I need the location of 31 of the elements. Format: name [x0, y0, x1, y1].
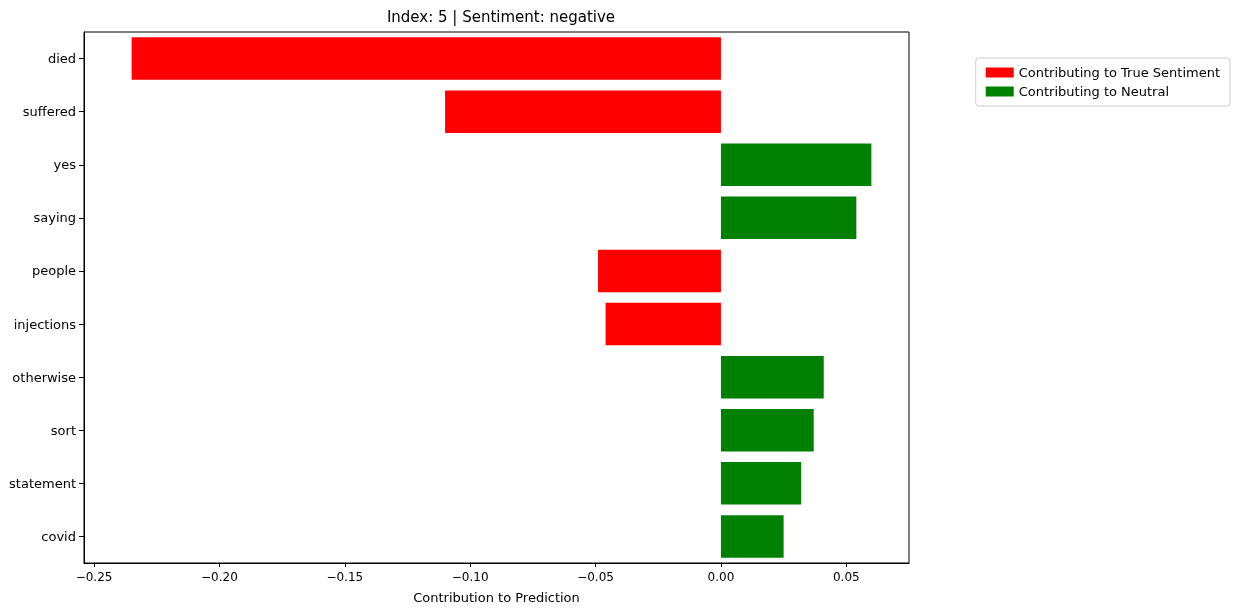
- legend-label: Contributing to True Sentiment: [1018, 65, 1221, 80]
- y-tick-label: died: [47, 51, 76, 67]
- x-tick-label: −0.25: [75, 570, 113, 584]
- y-tick-label: sort: [50, 422, 76, 438]
- bar: [605, 302, 721, 346]
- x-tick-label: −0.10: [451, 570, 489, 584]
- y-tick-label: saying: [33, 210, 76, 226]
- bar: [720, 515, 784, 558]
- y-tick-label: people: [31, 263, 76, 279]
- x-tick-label: −0.20: [201, 570, 238, 584]
- bar: [720, 462, 802, 505]
- x-tick-label: −0.15: [326, 570, 364, 584]
- y-tick-label: yes: [53, 157, 77, 173]
- bar: [720, 143, 872, 186]
- x-axis-title: Contribution to Prediction: [413, 590, 580, 605]
- bar: [720, 355, 824, 399]
- y-tick-label: statement: [9, 475, 76, 491]
- x-tick-label: −0.05: [577, 570, 614, 584]
- bar: [131, 37, 721, 80]
- x-tick-label: 0.00: [707, 570, 735, 584]
- y-tick-label: injections: [13, 316, 77, 332]
- bar: [445, 90, 721, 133]
- chart-title: Index: 5 | Sentiment: negative: [386, 7, 616, 26]
- bar: [720, 196, 857, 240]
- y-tick-label: covid: [41, 528, 76, 544]
- y-tick-label: suffered: [22, 104, 76, 120]
- legend-label: Contributing to Neutral: [1018, 84, 1170, 99]
- y-tick-label: otherwise: [12, 369, 76, 385]
- bar: [720, 409, 814, 452]
- x-tick-label: 0.05: [832, 570, 860, 584]
- bar: [598, 249, 721, 293]
